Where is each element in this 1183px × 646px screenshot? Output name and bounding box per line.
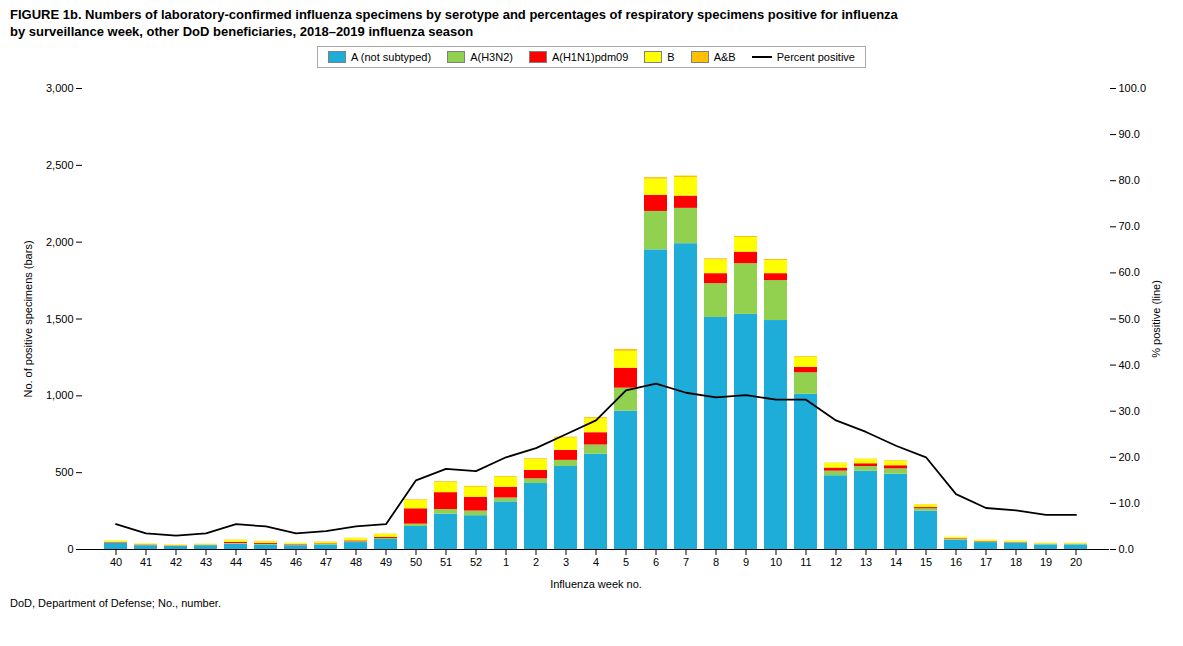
svg-text:100.0: 100.0 [1119, 82, 1147, 94]
html-text:FIGURE 1b. Numbers of laborato: FIGURE 1b. Numbers of laboratory-confirm… [10, 7, 898, 22]
svg-text:80.0: 80.0 [1119, 174, 1140, 186]
html-text:A&B: A&B [713, 51, 736, 63]
svg-text:49: 49 [380, 556, 392, 568]
svg-text:43: 43 [200, 556, 212, 568]
svg-text:40.0: 40.0 [1119, 359, 1140, 371]
svg-text:11: 11 [800, 556, 811, 568]
svg-text:0: 0 [67, 543, 73, 555]
svg-text:2,500: 2,500 [46, 159, 74, 171]
svg-text:50: 50 [410, 556, 422, 568]
svg-text:10: 10 [770, 556, 782, 568]
svg-text:% positive (line): % positive (line) [1150, 280, 1162, 358]
svg-text:46: 46 [290, 556, 302, 568]
svg-text:18: 18 [1010, 556, 1022, 568]
html-text:A(H1N1)pdm09: A(H1N1)pdm09 [551, 51, 629, 63]
svg-text:12: 12 [830, 556, 842, 568]
svg-text:48: 48 [350, 556, 362, 568]
svg-text:3: 3 [563, 556, 569, 568]
html-text:by surveillance week, other Do: by surveillance week, other DoD benefici… [10, 24, 474, 39]
svg-text:16: 16 [950, 556, 962, 568]
svg-text:500: 500 [55, 466, 73, 478]
svg-text:3,000: 3,000 [46, 82, 74, 94]
svg-text:10.0: 10.0 [1119, 497, 1140, 509]
svg-text:No. of positive specimens (bar: No. of positive specimens (bars) [22, 240, 34, 397]
svg-text:1,500: 1,500 [46, 313, 74, 325]
svg-text:40: 40 [110, 556, 122, 568]
svg-text:2,000: 2,000 [46, 236, 74, 248]
svg-text:15: 15 [920, 556, 932, 568]
svg-text:9: 9 [743, 556, 749, 568]
svg-text:51: 51 [440, 556, 452, 568]
svg-text:1,000: 1,000 [46, 389, 74, 401]
svg-text:7: 7 [683, 556, 689, 568]
html-text:A(H3N2): A(H3N2) [470, 51, 513, 63]
svg-text:47: 47 [320, 556, 332, 568]
svg-text:20.0: 20.0 [1119, 451, 1140, 463]
svg-text:20: 20 [1070, 556, 1082, 568]
svg-text:5: 5 [623, 556, 629, 568]
svg-text:Influenza week no.: Influenza week no. [550, 578, 642, 590]
svg-text:13: 13 [860, 556, 872, 568]
svg-text:44: 44 [230, 556, 242, 568]
svg-text:41: 41 [140, 556, 152, 568]
html-text:A (not subtyped): A (not subtyped) [351, 51, 432, 63]
svg-text:90.0: 90.0 [1119, 128, 1140, 140]
svg-text:70.0: 70.0 [1119, 220, 1140, 232]
svg-text:4: 4 [593, 556, 599, 568]
svg-text:52: 52 [470, 556, 482, 568]
svg-text:8: 8 [713, 556, 719, 568]
svg-text:0.0: 0.0 [1119, 543, 1134, 555]
html-text:B: B [667, 51, 675, 63]
html-text:DoD, Department of Defense; No: DoD, Department of Defense; No., number. [10, 597, 221, 609]
svg-text:60.0: 60.0 [1119, 266, 1140, 278]
svg-text:45: 45 [260, 556, 272, 568]
svg-text:1: 1 [503, 556, 509, 568]
svg-text:42: 42 [170, 556, 182, 568]
svg-text:50.0: 50.0 [1119, 313, 1140, 325]
svg-text:14: 14 [890, 556, 902, 568]
svg-text:2: 2 [533, 556, 539, 568]
svg-text:17: 17 [980, 556, 992, 568]
html-text:Percent positive: Percent positive [776, 51, 855, 63]
svg-text:30.0: 30.0 [1119, 405, 1140, 417]
svg-text:6: 6 [653, 556, 659, 568]
svg-text:19: 19 [1040, 556, 1052, 568]
